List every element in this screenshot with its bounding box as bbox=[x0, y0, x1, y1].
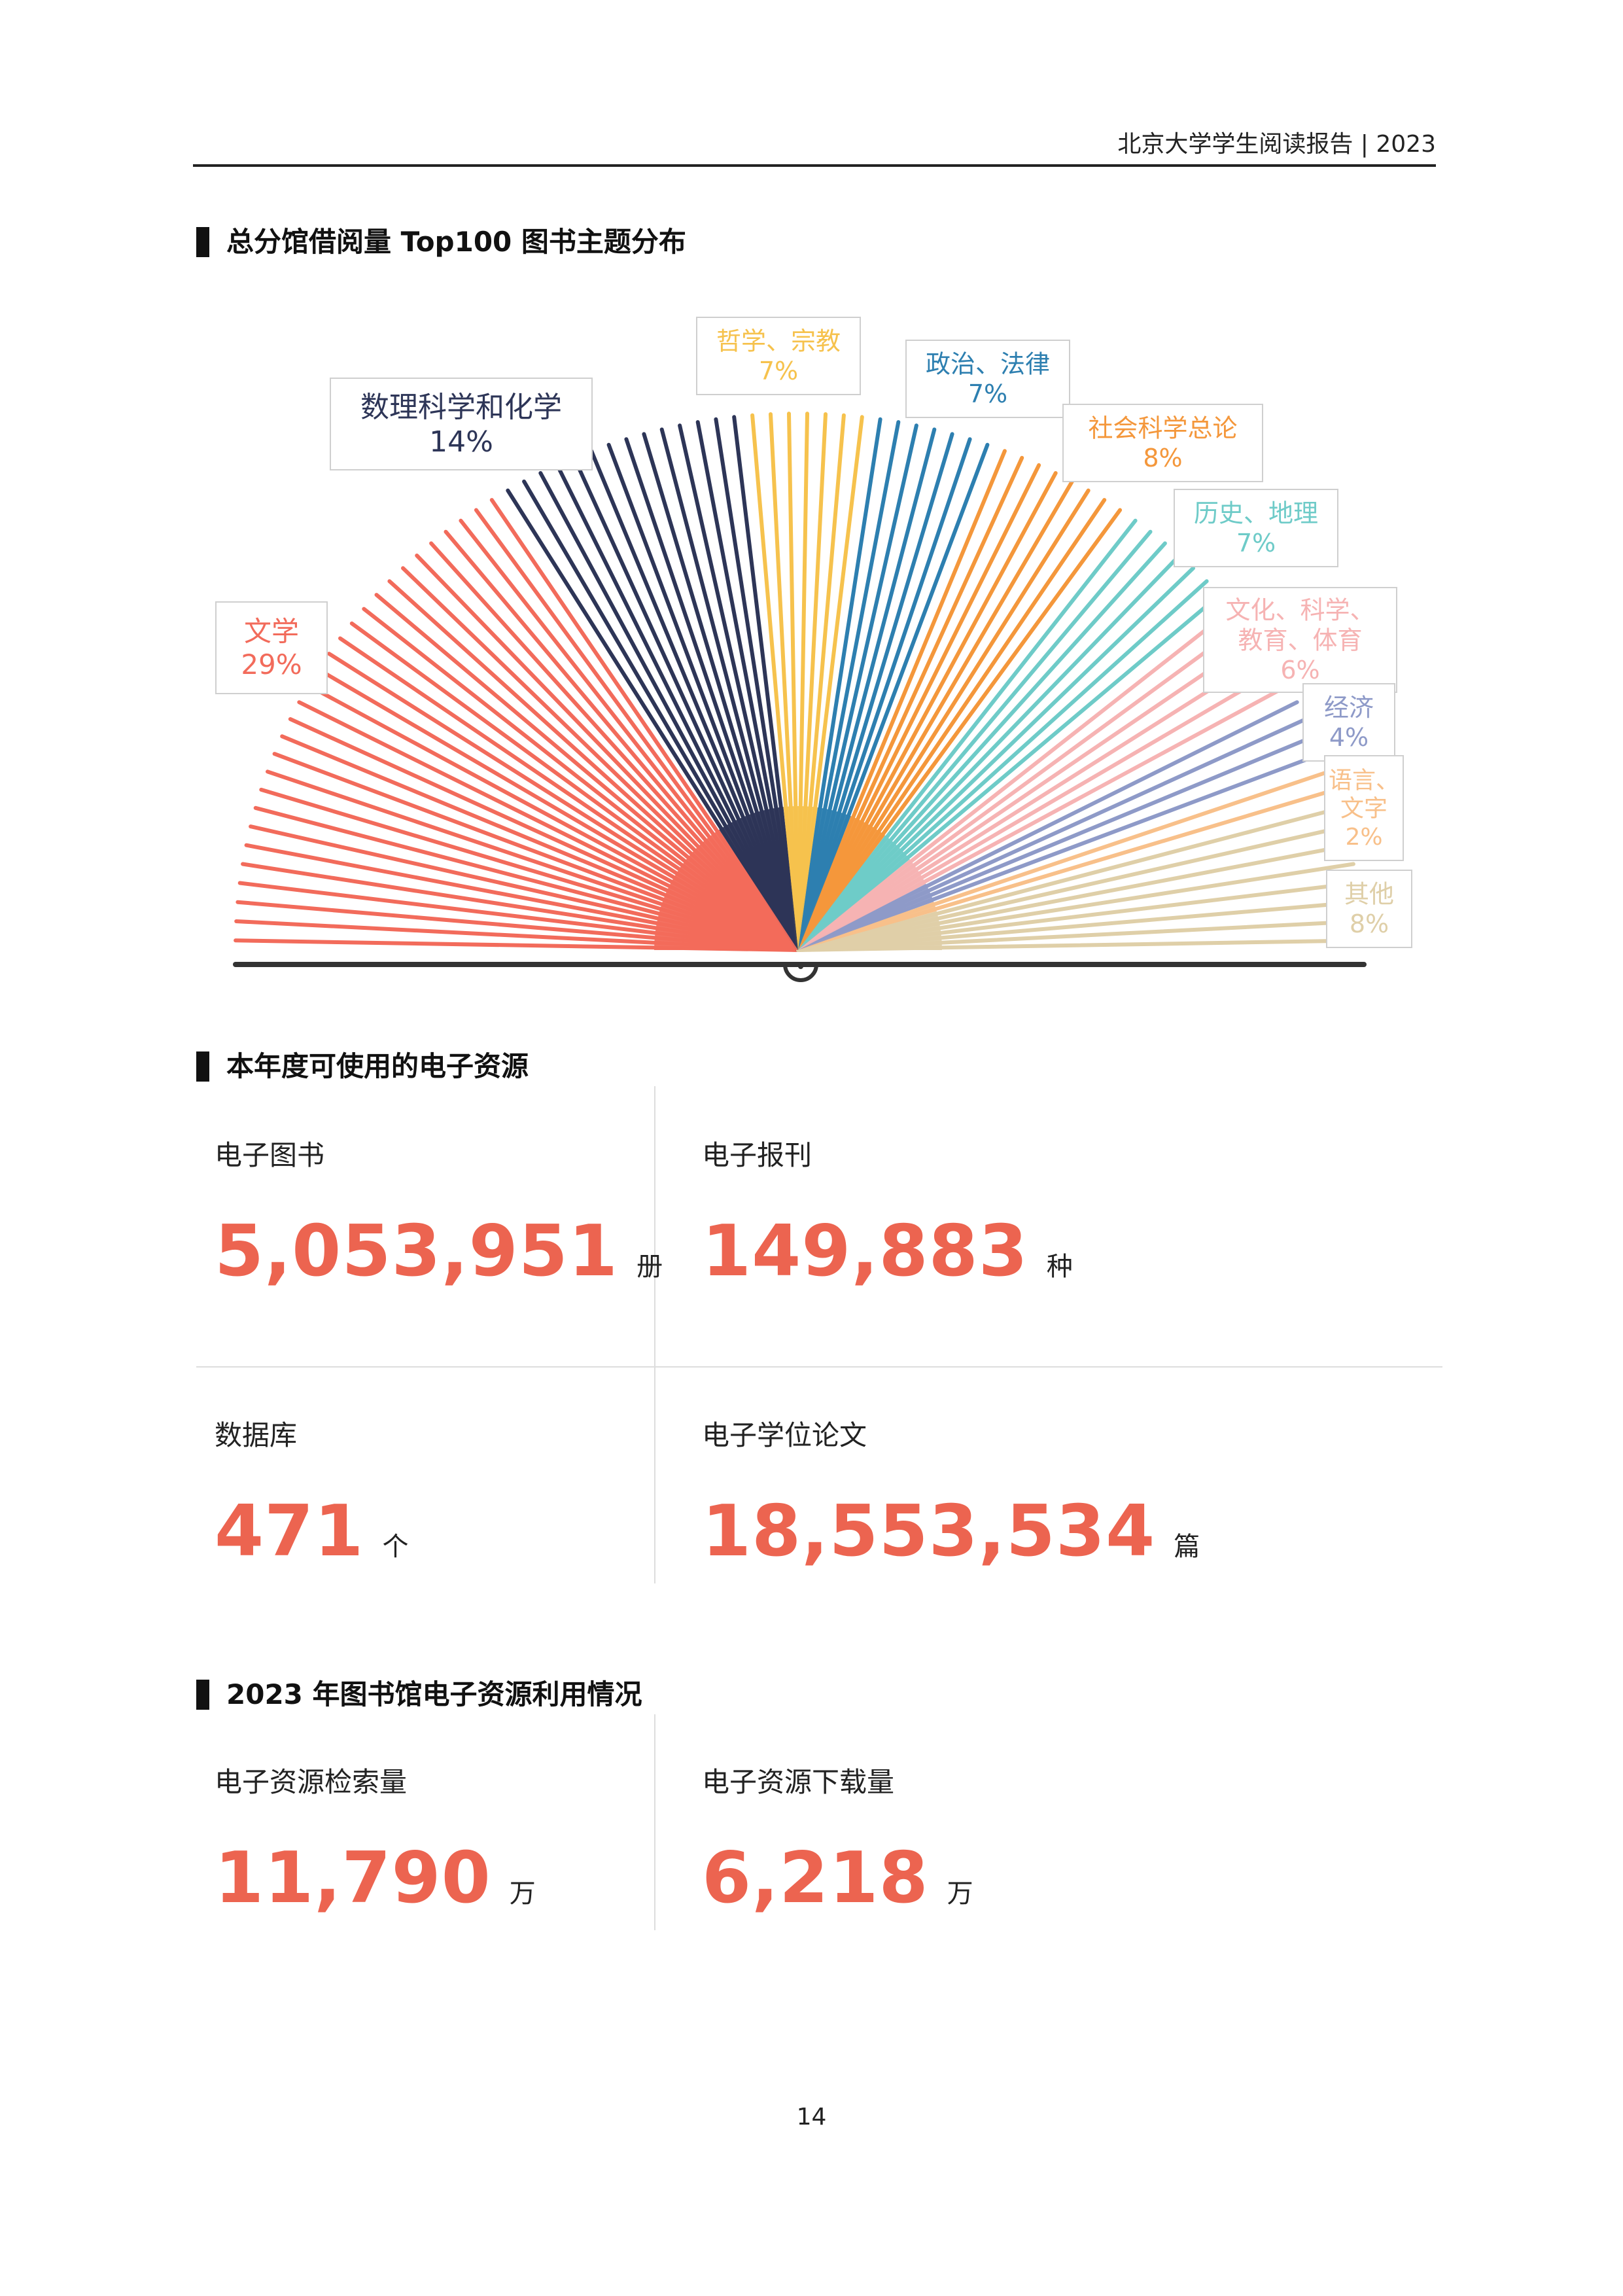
chart-label: 语言、文字2% bbox=[1324, 755, 1404, 861]
chart-label-box bbox=[330, 378, 593, 470]
chart-label: 政治、法律7% bbox=[905, 340, 1070, 418]
resource-unit: 篇 bbox=[1174, 1532, 1200, 1562]
section-title-resources: 本年度可使用的电子资源 bbox=[196, 1047, 529, 1086]
chart-wedge bbox=[719, 807, 798, 950]
resource-label: 电子报刊 bbox=[702, 1139, 812, 1171]
chart-pivot-dot bbox=[798, 964, 803, 969]
chart-label-name: 政治、法律 bbox=[926, 350, 1050, 379]
chart-label-percent: 7% bbox=[1236, 529, 1276, 557]
header-divider bbox=[193, 164, 1436, 167]
usage-label: 电子资源检索量 bbox=[215, 1766, 408, 1798]
resource-label: 电子学位论文 bbox=[702, 1419, 867, 1451]
usage-value: 11,790 万 bbox=[215, 1837, 536, 1919]
section-marker bbox=[196, 1679, 209, 1710]
chart-label-percent: 7% bbox=[968, 380, 1007, 408]
chart-label-percent: 2% bbox=[1345, 824, 1382, 851]
chart-label-box bbox=[1302, 683, 1395, 762]
chart-label: 历史、地理7% bbox=[1174, 489, 1338, 567]
section-title-topics: 总分馆借阅量 Top100 图书主题分布 bbox=[196, 222, 686, 262]
chart-label-box bbox=[1203, 587, 1397, 693]
chart-label: 文化、科学、教育、体育6% bbox=[1203, 587, 1397, 693]
chart-label-name: 哲学、宗教 bbox=[716, 327, 841, 356]
chart-label-name: 教育、体育 bbox=[1238, 626, 1362, 654]
resources-grid: 电子图书 5,053,951 册 电子报刊 149,883 种 数据库 471 个 电… bbox=[196, 1086, 1442, 1583]
chart-wedge bbox=[783, 806, 818, 950]
chart-label-box bbox=[696, 317, 861, 395]
chart-label-percent: 14% bbox=[429, 425, 493, 459]
page-header: 北京大学学生阅读报告 | 2023 bbox=[193, 121, 1436, 167]
chart-label-name: 经济 bbox=[1324, 694, 1374, 722]
resource-unit: 种 bbox=[1046, 1252, 1073, 1282]
chart-label-name: 社会科学总论 bbox=[1088, 414, 1237, 443]
resource-label: 电子图书 bbox=[215, 1139, 325, 1171]
resource-value: 18,553,534 篇 bbox=[702, 1491, 1200, 1572]
chart-pivot bbox=[783, 964, 818, 982]
chart-wedge bbox=[798, 902, 937, 950]
chart-label-box bbox=[905, 340, 1070, 418]
resource-value: 471 个 bbox=[215, 1491, 409, 1572]
section-title-usage: 2023 年图书馆电子资源利用情况 bbox=[196, 1675, 642, 1714]
usage-unit: 万 bbox=[947, 1879, 973, 1909]
section-marker bbox=[196, 1051, 209, 1082]
chart-label-name: 语言、 bbox=[1329, 767, 1399, 794]
chart-label-name: 文化、科学、 bbox=[1225, 596, 1374, 625]
resource-theses: 电子学位论文 18,553,534 篇 bbox=[684, 1368, 1442, 1583]
resource-ebooks: 电子图书 5,053,951 册 bbox=[196, 1086, 663, 1366]
chart-wedge bbox=[798, 883, 934, 950]
chart-label-percent: 7% bbox=[759, 357, 798, 385]
column-divider bbox=[654, 1714, 655, 1930]
resource-databases: 数据库 471 个 bbox=[196, 1368, 654, 1583]
chart-wedge bbox=[798, 835, 910, 950]
chart-wedge bbox=[798, 859, 926, 950]
chart-label-name: 文学 bbox=[244, 616, 299, 648]
chart-label: 哲学、宗教7% bbox=[696, 317, 861, 395]
usage-unit: 万 bbox=[509, 1879, 536, 1909]
chart-label-name: 数理科学和化学 bbox=[360, 391, 562, 424]
chart-wedge bbox=[798, 816, 885, 950]
resource-periodicals: 电子报刊 149,883 种 bbox=[684, 1086, 1442, 1366]
resource-value: 149,883 种 bbox=[702, 1210, 1073, 1292]
chart-label-name: 历史、地理 bbox=[1194, 499, 1318, 528]
chart-label-percent: 8% bbox=[1143, 444, 1182, 472]
report-title: 北京大学学生阅读报告 | 2023 bbox=[1117, 131, 1436, 158]
chart-wedge bbox=[798, 807, 851, 950]
row-divider bbox=[196, 1366, 1442, 1368]
chart-wedge bbox=[798, 911, 942, 950]
column-divider bbox=[654, 1086, 655, 1583]
chart-label-name: 文字 bbox=[1340, 796, 1387, 822]
chart-label-percent: 29% bbox=[241, 648, 302, 680]
chart-label-percent: 4% bbox=[1329, 723, 1369, 752]
chart-label-percent: 6% bbox=[1280, 656, 1319, 684]
usage-downloads: 电子资源下载量 6,218 万 bbox=[684, 1714, 1442, 1930]
section-marker bbox=[196, 226, 209, 257]
chart-label-percent: 8% bbox=[1350, 910, 1389, 938]
page-number: 14 bbox=[796, 2104, 827, 2130]
usage-label: 电子资源下载量 bbox=[702, 1766, 895, 1798]
chart-label-box bbox=[1326, 870, 1412, 948]
resource-value: 5,053,951 册 bbox=[215, 1210, 663, 1292]
resource-unit: 册 bbox=[637, 1252, 663, 1282]
resource-label: 数据库 bbox=[215, 1419, 298, 1451]
chart-label-box bbox=[215, 601, 328, 694]
chart-label: 经济4% bbox=[1302, 683, 1395, 762]
chart-wedge bbox=[654, 830, 798, 950]
chart-label-box bbox=[1062, 404, 1263, 482]
chart-label-box bbox=[1174, 489, 1338, 567]
chart-label-name: 其他 bbox=[1344, 880, 1394, 909]
usage-value: 6,218 万 bbox=[702, 1837, 973, 1919]
chart-label-box bbox=[1324, 755, 1404, 861]
usage-grid: 电子资源检索量 11,790 万 电子资源下载量 6,218 万 bbox=[196, 1714, 1442, 1930]
chart-label: 其他8% bbox=[1326, 870, 1412, 948]
resource-unit: 个 bbox=[382, 1532, 409, 1562]
usage-searches: 电子资源检索量 11,790 万 bbox=[196, 1714, 654, 1930]
